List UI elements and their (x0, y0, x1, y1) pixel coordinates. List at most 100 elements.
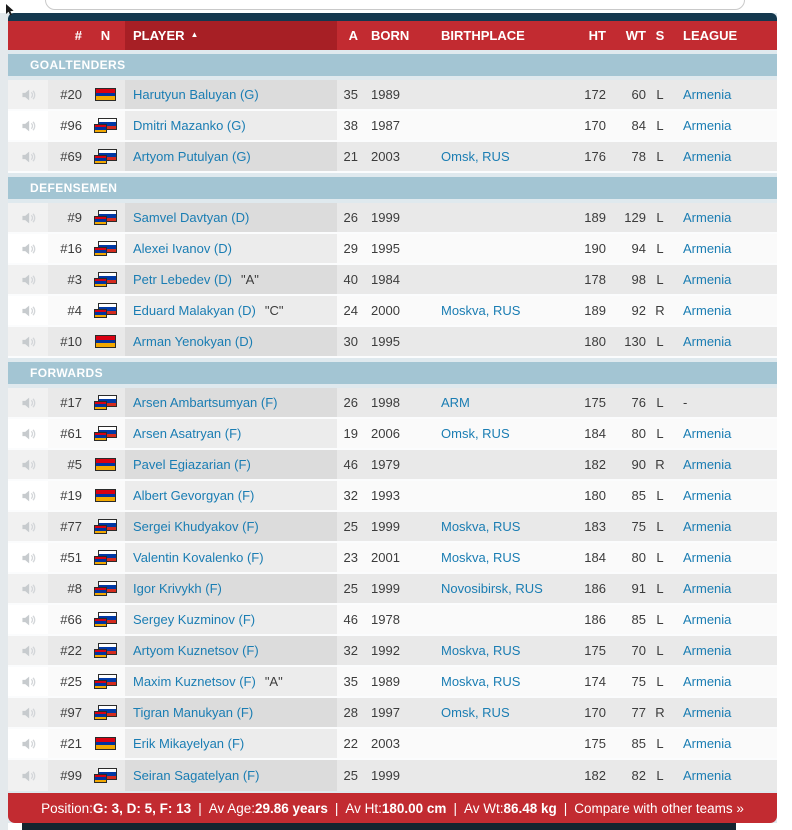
pronounce-speaker-icon[interactable] (21, 489, 36, 503)
column-header-flag[interactable]: N (86, 21, 125, 50)
player-name-link[interactable]: Artyom Kuznetsov (F) (133, 643, 259, 658)
birthplace-link[interactable]: Omsk, RUS (441, 705, 510, 720)
player-name-link[interactable]: Arsen Asatryan (F) (133, 426, 242, 441)
table-header-row: # N PLAYER ▲ A BORN BIRTHPLACE HT WT S LEAGUE (8, 21, 777, 50)
player-name-link[interactable]: Eduard Malakyan (D) (133, 303, 256, 318)
league-link[interactable]: Armenia (683, 519, 732, 534)
player-name-link[interactable]: Sergey Kuzminov (F) (133, 612, 256, 627)
league-link[interactable]: Armenia (683, 674, 732, 689)
league-link[interactable]: Armenia (683, 550, 732, 565)
league-cell: Armenia (673, 265, 769, 294)
pronounce-speaker-icon[interactable] (21, 88, 36, 102)
column-header-league[interactable]: LEAGUE (673, 21, 769, 50)
league-link[interactable]: Armenia (683, 426, 732, 441)
pronounce-speaker-icon[interactable] (21, 150, 36, 164)
born-year: 2003 (371, 736, 400, 751)
player-name-link[interactable]: Albert Gevorgyan (F) (133, 488, 255, 503)
column-header-jersey[interactable]: # (48, 21, 86, 50)
search-input[interactable] (45, 0, 745, 10)
league-link[interactable]: Armenia (683, 87, 732, 102)
armenia-flag-icon (95, 88, 116, 101)
pronounce-speaker-icon[interactable] (21, 273, 36, 287)
birthplace-cell: ARM (431, 388, 581, 417)
pronounce-speaker-icon[interactable] (21, 582, 36, 596)
armenia-flag-icon (95, 458, 116, 471)
player-name-link[interactable]: Dmitri Mazanko (G) (133, 118, 246, 133)
player-name-link[interactable]: Sergei Khudyakov (F) (133, 519, 259, 534)
pronounce-speaker-icon[interactable] (21, 675, 36, 689)
league-link[interactable]: Armenia (683, 272, 732, 287)
nationality-flags (94, 519, 117, 534)
league-link[interactable]: Armenia (683, 736, 732, 751)
league-link[interactable]: Armenia (683, 643, 732, 658)
league-link[interactable]: Armenia (683, 705, 732, 720)
column-header-age[interactable]: A (337, 21, 359, 50)
pronounce-speaker-icon[interactable] (21, 737, 36, 751)
column-header-player[interactable]: PLAYER ▲ (125, 21, 337, 50)
column-header-birthplace[interactable]: BIRTHPLACE (431, 21, 581, 50)
player-name-link[interactable]: Erik Mikayelyan (F) (133, 736, 245, 751)
column-header-s[interactable]: S (647, 21, 673, 50)
birthplace-cell: Omsk, RUS (431, 419, 581, 448)
player-name-link[interactable]: Valentin Kovalenko (F) (133, 550, 264, 565)
weight-value: 85 (631, 612, 646, 627)
player-name-link[interactable]: Tigran Manukyan (F) (133, 705, 254, 720)
league-link[interactable]: Armenia (683, 303, 732, 318)
birthplace-link[interactable]: Moskva, RUS (441, 674, 521, 689)
column-header-born[interactable]: BORN (359, 21, 431, 50)
league-link[interactable]: Armenia (683, 149, 732, 164)
pronounce-speaker-icon[interactable] (21, 242, 36, 256)
birthplace-link[interactable]: Omsk, RUS (441, 149, 510, 164)
league-cell: Armenia (673, 512, 769, 541)
birthplace-link[interactable]: Moskva, RUS (441, 519, 521, 534)
league-link[interactable]: Armenia (683, 241, 732, 256)
pronounce-speaker-icon[interactable] (21, 119, 36, 133)
column-header-wt[interactable]: WT (607, 21, 647, 50)
pronounce-speaker-icon[interactable] (21, 335, 36, 349)
league-link[interactable]: Armenia (683, 457, 732, 472)
player-name-link[interactable]: Samvel Davtyan (D) (133, 210, 250, 225)
shoots-value: L (656, 736, 664, 751)
league-link[interactable]: Armenia (683, 612, 732, 627)
league-cell: Armenia (673, 574, 769, 603)
pronounce-speaker-icon[interactable] (21, 396, 36, 410)
compare-teams-link[interactable]: Compare with other teams » (574, 800, 744, 816)
jersey-number: #19 (60, 488, 82, 503)
pronounce-speaker-icon[interactable] (21, 551, 36, 565)
pronounce-speaker-icon[interactable] (21, 520, 36, 534)
player-name-link[interactable]: Igor Krivykh (F) (133, 581, 222, 596)
pronounce-speaker-icon[interactable] (21, 427, 36, 441)
player-name-link[interactable]: Pavel Egiazarian (F) (133, 457, 251, 472)
league-link[interactable]: Armenia (683, 210, 732, 225)
player-name-link[interactable]: Artyom Putulyan (G) (133, 149, 251, 164)
column-header-ht[interactable]: HT (581, 21, 607, 50)
pronounce-speaker-icon[interactable] (21, 706, 36, 720)
pronounce-speaker-icon[interactable] (21, 304, 36, 318)
birthplace-link[interactable]: Moskva, RUS (441, 303, 521, 318)
birthplace-link[interactable]: Moskva, RUS (441, 550, 521, 565)
player-name-link[interactable]: Petr Lebedev (D) (133, 272, 232, 287)
born-year: 2001 (371, 550, 400, 565)
footer-stat-value: 29.86 years (255, 800, 328, 816)
league-link[interactable]: Armenia (683, 118, 732, 133)
player-name-link[interactable]: Arsen Ambartsumyan (F) (133, 395, 278, 410)
pronounce-speaker-icon[interactable] (21, 613, 36, 627)
birthplace-link[interactable]: ARM (441, 395, 470, 410)
player-name-link[interactable]: Seiran Sagatelyan (F) (133, 768, 260, 783)
page-left-gutter (0, 13, 8, 830)
league-link[interactable]: Armenia (683, 768, 732, 783)
league-link[interactable]: Armenia (683, 581, 732, 596)
birthplace-link[interactable]: Moskva, RUS (441, 643, 521, 658)
pronounce-speaker-icon[interactable] (21, 769, 36, 783)
league-link[interactable]: Armenia (683, 334, 732, 349)
pronounce-speaker-icon[interactable] (21, 644, 36, 658)
player-name-link[interactable]: Maxim Kuznetsov (F) (133, 674, 256, 689)
player-name-link[interactable]: Harutyun Baluyan (G) (133, 87, 259, 102)
pronounce-speaker-icon[interactable] (21, 458, 36, 472)
player-name-link[interactable]: Alexei Ivanov (D) (133, 241, 232, 256)
pronounce-speaker-icon[interactable] (21, 211, 36, 225)
player-name-link[interactable]: Arman Yenokyan (D) (133, 334, 253, 349)
birthplace-link[interactable]: Novosibirsk, RUS (441, 581, 543, 596)
birthplace-link[interactable]: Omsk, RUS (441, 426, 510, 441)
league-link[interactable]: Armenia (683, 488, 732, 503)
